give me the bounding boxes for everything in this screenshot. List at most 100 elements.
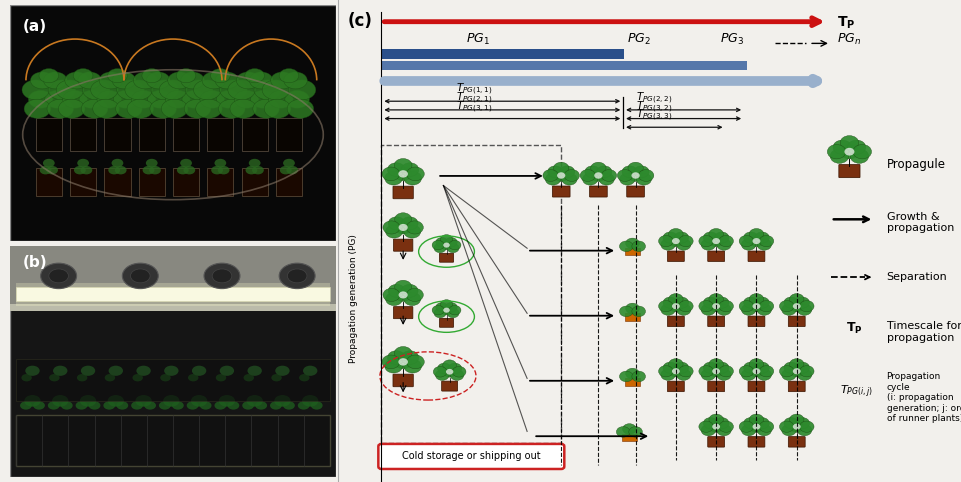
Bar [16,415,330,466]
Circle shape [702,239,716,250]
Circle shape [401,351,419,364]
Circle shape [759,301,774,312]
Circle shape [136,366,151,376]
Circle shape [176,68,196,83]
Circle shape [741,369,756,380]
Circle shape [750,236,764,247]
Circle shape [387,163,406,176]
Circle shape [80,395,96,407]
Circle shape [669,294,683,305]
Circle shape [585,166,601,178]
Circle shape [677,239,691,250]
Circle shape [436,238,448,247]
Circle shape [840,145,859,159]
Circle shape [779,365,794,377]
Circle shape [661,369,676,380]
Circle shape [784,362,799,374]
Circle shape [53,366,67,376]
Circle shape [76,402,87,410]
Bar [105,168,131,196]
FancyBboxPatch shape [379,444,564,469]
Circle shape [283,402,295,410]
Circle shape [33,402,45,410]
Circle shape [830,149,849,163]
Circle shape [675,297,689,308]
Circle shape [59,99,85,118]
Circle shape [562,173,578,185]
Circle shape [191,395,208,407]
Circle shape [245,68,264,83]
Circle shape [134,72,157,89]
Bar [382,61,747,70]
Circle shape [74,166,86,174]
FancyBboxPatch shape [439,254,454,262]
FancyBboxPatch shape [788,381,805,392]
Circle shape [185,80,212,100]
Circle shape [384,171,403,185]
Bar [36,118,62,151]
Circle shape [623,424,636,434]
Circle shape [602,170,617,181]
Circle shape [280,263,315,289]
FancyBboxPatch shape [748,437,765,447]
Text: (b): (b) [23,255,47,270]
Circle shape [591,162,606,174]
Circle shape [434,243,446,253]
Circle shape [399,358,407,365]
Circle shape [46,166,58,174]
Text: $T_{PG(3,1)}$: $T_{PG(3,1)}$ [456,99,492,115]
Circle shape [79,91,104,108]
Circle shape [793,368,801,374]
Circle shape [271,72,294,89]
Circle shape [714,417,729,429]
Circle shape [597,166,612,178]
Circle shape [387,351,406,364]
Circle shape [230,99,257,118]
Circle shape [215,72,238,89]
Circle shape [699,301,713,312]
Circle shape [616,427,630,437]
Circle shape [800,365,814,377]
Circle shape [757,239,772,250]
Circle shape [283,72,308,89]
Circle shape [218,166,230,174]
Circle shape [750,421,764,432]
Circle shape [150,99,177,118]
Circle shape [779,301,794,312]
Circle shape [193,80,221,100]
Circle shape [739,421,753,432]
Circle shape [675,362,689,374]
Bar [16,287,330,301]
Circle shape [250,72,273,89]
Circle shape [620,241,633,252]
Circle shape [180,159,192,167]
Circle shape [784,417,799,429]
Circle shape [48,80,76,100]
Circle shape [131,402,143,410]
Bar [173,168,199,196]
Circle shape [717,369,731,380]
Circle shape [699,236,713,247]
Circle shape [790,365,804,377]
Circle shape [714,297,729,308]
Text: (a): (a) [23,19,47,34]
Circle shape [399,170,407,178]
Text: $T_{PG(i,j)}$: $T_{PG(i,j)}$ [840,383,874,400]
Circle shape [202,72,226,89]
Circle shape [401,217,418,230]
Circle shape [395,280,411,294]
Circle shape [299,374,309,381]
Bar [10,246,336,310]
Circle shape [752,238,760,244]
Circle shape [404,293,421,306]
Circle shape [81,366,95,376]
Circle shape [436,303,448,312]
Text: (c): (c) [347,12,372,30]
Circle shape [435,370,449,380]
Circle shape [750,365,764,377]
Circle shape [440,235,453,244]
FancyBboxPatch shape [442,381,457,391]
Circle shape [661,239,676,250]
Circle shape [669,236,683,247]
FancyBboxPatch shape [439,319,454,327]
